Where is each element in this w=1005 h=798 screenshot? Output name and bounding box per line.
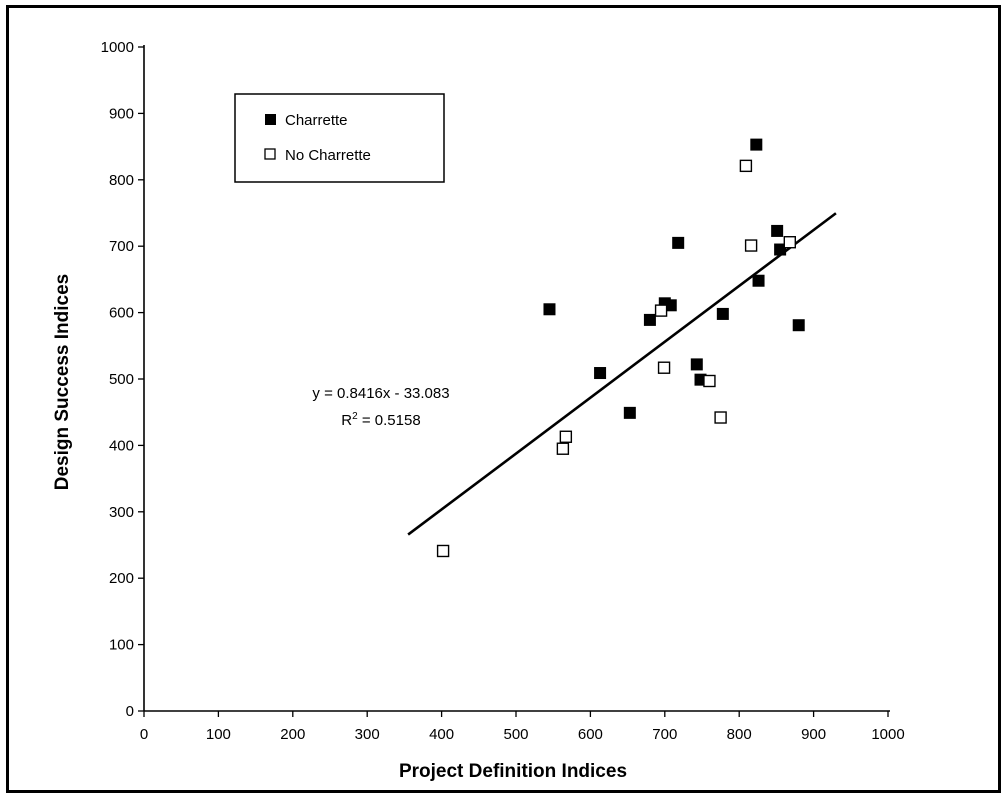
point-charrette (752, 274, 765, 287)
legend-box (234, 93, 445, 183)
axes (143, 45, 890, 712)
y-tick-label: 800 (109, 172, 134, 189)
point-no-charrette (556, 442, 570, 455)
y-tick-label: 100 (109, 637, 134, 654)
legend-marker-charrette (265, 114, 276, 125)
x-tick-label: 800 (727, 726, 752, 743)
data-points (436, 138, 805, 558)
y-axis-title: Design Success Indices (52, 274, 73, 491)
x-tick-label: 500 (503, 726, 528, 743)
x-tick-label: 300 (355, 726, 380, 743)
x-tick-label: 400 (429, 726, 454, 743)
point-charrette (750, 138, 763, 151)
point-no-charrette (559, 430, 573, 443)
trendline-group (407, 212, 837, 536)
x-tick-label: 0 (140, 726, 148, 743)
point-charrette (774, 243, 787, 256)
x-tick-label: 600 (578, 726, 603, 743)
legend-label-charrette: Charrette (285, 112, 348, 129)
point-charrette (664, 299, 677, 312)
y-tick-label: 300 (109, 504, 134, 521)
point-no-charrette (739, 159, 753, 173)
x-tick-label: 700 (652, 726, 677, 743)
point-charrette (623, 406, 636, 419)
y-tick-label: 500 (109, 371, 134, 388)
y-tick-label: 400 (109, 437, 134, 454)
y-tick-label: 700 (109, 238, 134, 255)
y-tick-label: 0 (126, 703, 134, 720)
y-tick-label: 200 (109, 570, 134, 587)
point-no-charrette (703, 374, 716, 388)
point-charrette (716, 307, 729, 320)
scatter-chart: 0 100 200 300 400 500 600 700 800 900 1000 0 100 200 3… (52, 39, 905, 782)
point-charrette (792, 319, 805, 332)
point-no-charrette (744, 239, 758, 252)
y-tick-label: 600 (109, 305, 134, 322)
y-tick-label: 1000 (101, 39, 134, 56)
trendline-annotation: y = 0.8416x - 33.083 R2 = 0.5158 (312, 385, 449, 429)
x-tick-label: 900 (801, 726, 826, 743)
x-tick-label: 100 (206, 726, 231, 743)
y-tick-label: 900 (109, 105, 134, 122)
x-tick-label: 1000 (871, 726, 904, 743)
point-charrette (543, 303, 556, 316)
point-no-charrette (714, 411, 727, 424)
point-no-charrette (654, 304, 668, 317)
point-charrette (771, 224, 784, 237)
point-no-charrette (657, 361, 671, 374)
trendline-equation: y = 0.8416x - 33.083 (312, 385, 449, 402)
trendline (407, 212, 837, 536)
point-charrette (594, 367, 607, 380)
chart-frame: 0 100 200 300 400 500 600 700 800 900 1000 0 100 200 3… (6, 5, 1001, 793)
point-charrette (690, 358, 703, 371)
legend-marker-no-charrette (264, 148, 276, 160)
legend-label-no-charrette: No Charrette (285, 147, 371, 164)
point-no-charrette (783, 236, 796, 249)
x-tick-label: 200 (280, 726, 305, 743)
r-squared-label: R2 = 0.5158 (341, 411, 420, 429)
point-charrette (643, 313, 656, 326)
legend: Charrette No Charrette (234, 93, 445, 183)
point-charrette (672, 236, 685, 249)
x-axis-title: Project Definition Indices (399, 761, 627, 782)
axis-ticks: 0 100 200 300 400 500 600 700 800 900 1000 0 100 200 3… (101, 39, 905, 743)
point-no-charrette (436, 544, 450, 558)
